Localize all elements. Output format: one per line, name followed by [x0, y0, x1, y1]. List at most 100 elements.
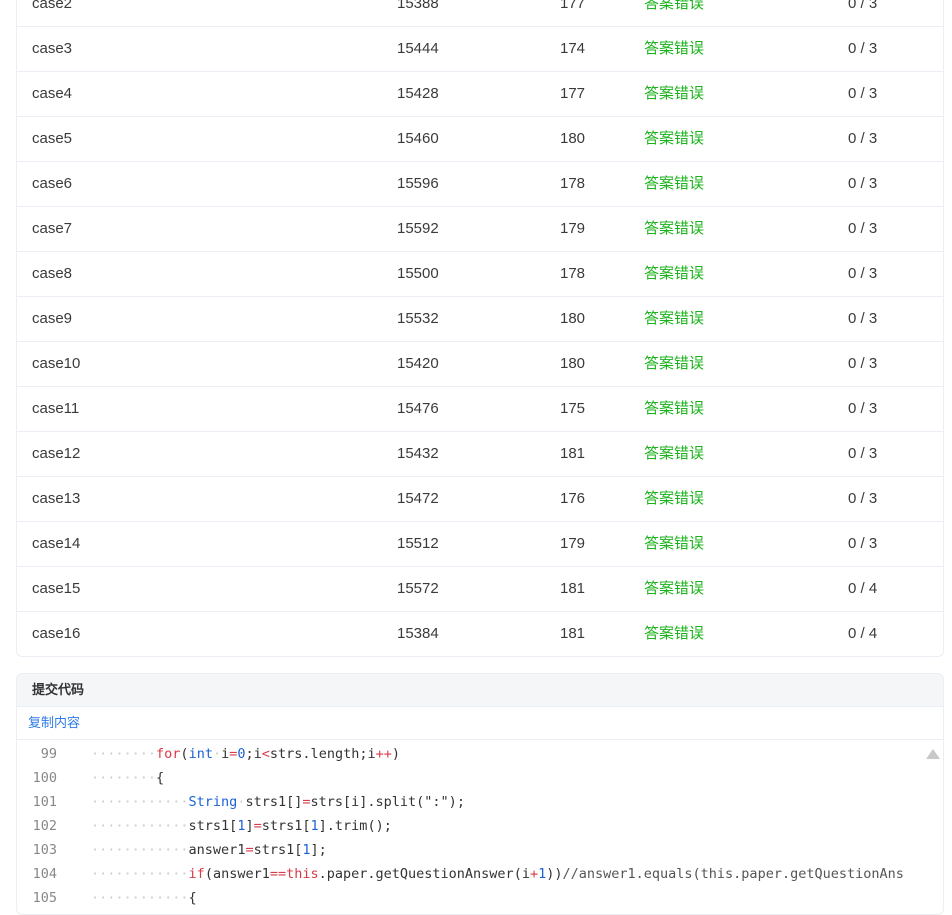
scroll-up-arrow-icon[interactable]: [926, 749, 940, 759]
code-token: 1: [538, 866, 547, 882]
score-cell: 0 / 3: [848, 490, 878, 507]
code-token: 1: [302, 842, 311, 858]
line-number: 99: [40, 746, 57, 762]
case-name: case14: [32, 535, 81, 552]
status-cell: 答案错误: [644, 625, 705, 642]
score-cell: 0 / 3: [848, 40, 878, 57]
memory-cell: 181: [560, 625, 586, 642]
code-token: =: [229, 746, 238, 762]
code-token: for: [156, 746, 181, 762]
case-name: case10: [32, 355, 81, 372]
memory-cell: 181: [560, 580, 586, 597]
case-name: case9: [32, 310, 73, 327]
code-token: 1: [237, 818, 246, 834]
time-cell: 15428: [397, 85, 439, 102]
time-cell: 15460: [397, 130, 439, 147]
table-row: case2 15388 177 答案错误 0 / 3: [17, 0, 943, 27]
case-name: case12: [32, 445, 81, 462]
code-token: (answer1: [204, 866, 270, 882]
time-cell: 15384: [397, 625, 439, 642]
memory-cell: 180: [560, 310, 586, 327]
code-token: strs1[: [261, 818, 311, 834]
score-cell: 0 / 3: [848, 535, 878, 552]
code-token: String: [188, 794, 238, 810]
memory-cell: 178: [560, 175, 586, 192]
code-token: int: [188, 746, 213, 762]
case-name: case11: [32, 400, 80, 417]
code-token: .paper.getQuestionAnswer(i: [318, 866, 530, 882]
score-cell: 0 / 3: [848, 355, 878, 372]
time-cell: 15388: [397, 0, 439, 12]
code-viewer[interactable]: 99 ········for(int·i=0;i<strs.length;i++)…: [17, 740, 943, 910]
time-cell: 15476: [397, 400, 439, 417]
table-row: case4 15428 177 答案错误 0 / 3: [17, 72, 943, 117]
table-row: case13 15472 176 答案错误 0 / 3: [17, 477, 943, 522]
code-token: )): [546, 866, 563, 882]
code-token: =: [302, 794, 311, 810]
status-cell: 答案错误: [644, 265, 705, 282]
status-cell: 答案错误: [644, 175, 705, 192]
score-cell: 0 / 3: [848, 0, 878, 12]
status-cell: 答案错误: [644, 220, 705, 237]
status-cell: 答案错误: [644, 130, 705, 147]
time-cell: 15592: [397, 220, 439, 237]
score-cell: 0 / 3: [848, 445, 878, 462]
memory-cell: 179: [560, 220, 586, 237]
table-row: case3 15444 174 答案错误 0 / 3: [17, 27, 943, 72]
table-row: case10 15420 180 答案错误 0 / 3: [17, 342, 943, 387]
memory-cell: 174: [560, 40, 586, 57]
status-cell: 答案错误: [644, 445, 705, 462]
code-token: if: [188, 866, 205, 882]
test-case-table: case2 15388 177 答案错误 0 / 3 case3 15444 174 答案错误 0…: [16, 0, 944, 657]
indent-guide: ············: [91, 866, 189, 882]
status-cell: 答案错误: [644, 400, 705, 417]
line-number: 101: [32, 794, 57, 810]
case-name: case7: [32, 220, 73, 237]
score-cell: 0 / 3: [848, 130, 878, 147]
table-row: case16 15384 181 答案错误 0 / 4: [17, 612, 943, 656]
case-name: case16: [32, 625, 81, 642]
table-row: case15 15572 181 答案错误 0 / 4: [17, 567, 943, 612]
memory-cell: 178: [560, 265, 586, 282]
case-name: case8: [32, 265, 73, 282]
memory-cell: 175: [560, 400, 586, 417]
code-token: strs.length;i: [269, 746, 376, 762]
code-token: ·: [237, 794, 246, 810]
time-cell: 15444: [397, 40, 439, 57]
code-token: <: [261, 746, 270, 762]
case-name: case2: [32, 0, 73, 12]
status-cell: 答案错误: [644, 535, 705, 552]
code-line: 102 ············strs1[1]=strs1[1].trim();: [17, 814, 943, 838]
code-panel-title: 提交代码: [17, 674, 943, 707]
code-line: 104 ············if(answer1==this.paper.ge…: [17, 862, 943, 886]
table-row: case12 15432 181 答案错误 0 / 3: [17, 432, 943, 477]
code-token: {: [188, 890, 197, 906]
time-cell: 15500: [397, 265, 439, 282]
code-token: ];: [310, 842, 327, 858]
score-cell: 0 / 3: [848, 175, 878, 192]
code-line: 105 ············{: [17, 886, 943, 910]
status-cell: 答案错误: [644, 0, 705, 12]
time-cell: 15572: [397, 580, 439, 597]
score-cell: 0 / 3: [848, 85, 878, 102]
status-cell: 答案错误: [644, 355, 705, 372]
memory-cell: 177: [560, 85, 586, 102]
code-token: strs[i].split(":");: [310, 794, 465, 810]
time-cell: 15596: [397, 175, 439, 192]
time-cell: 15420: [397, 355, 439, 372]
line-number: 104: [32, 866, 57, 882]
code-token: //answer1.equals(this.paper.getQuestionA…: [562, 866, 904, 882]
code-line: 101 ············String·strs1[]=strs[i].sp…: [17, 790, 943, 814]
status-cell: 答案错误: [644, 310, 705, 327]
indent-guide: ············: [91, 842, 189, 858]
indent-guide: ············: [91, 794, 189, 810]
code-token: ): [391, 746, 400, 762]
memory-cell: 177: [560, 0, 586, 12]
score-cell: 0 / 4: [848, 580, 878, 597]
case-name: case5: [32, 130, 73, 147]
table-row: case11 15476 175 答案错误 0 / 3: [17, 387, 943, 432]
score-cell: 0 / 4: [848, 625, 878, 642]
table-row: case5 15460 180 答案错误 0 / 3: [17, 117, 943, 162]
copy-content-button[interactable]: 复制内容: [28, 715, 81, 730]
status-cell: 答案错误: [644, 580, 705, 597]
